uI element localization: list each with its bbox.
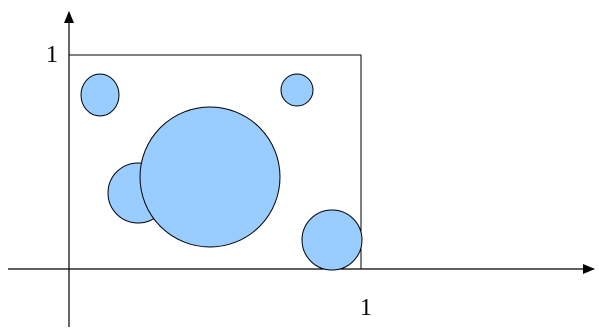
circle-top-right <box>280 73 314 107</box>
circle-top-left <box>80 73 120 117</box>
circle-large-center <box>139 106 281 248</box>
y-tick-label: 1 <box>46 42 58 68</box>
circle-bottom-right <box>301 209 363 271</box>
circles-group <box>80 73 363 271</box>
unit-square <box>68 54 362 270</box>
x-tick-label: 1 <box>360 295 372 321</box>
